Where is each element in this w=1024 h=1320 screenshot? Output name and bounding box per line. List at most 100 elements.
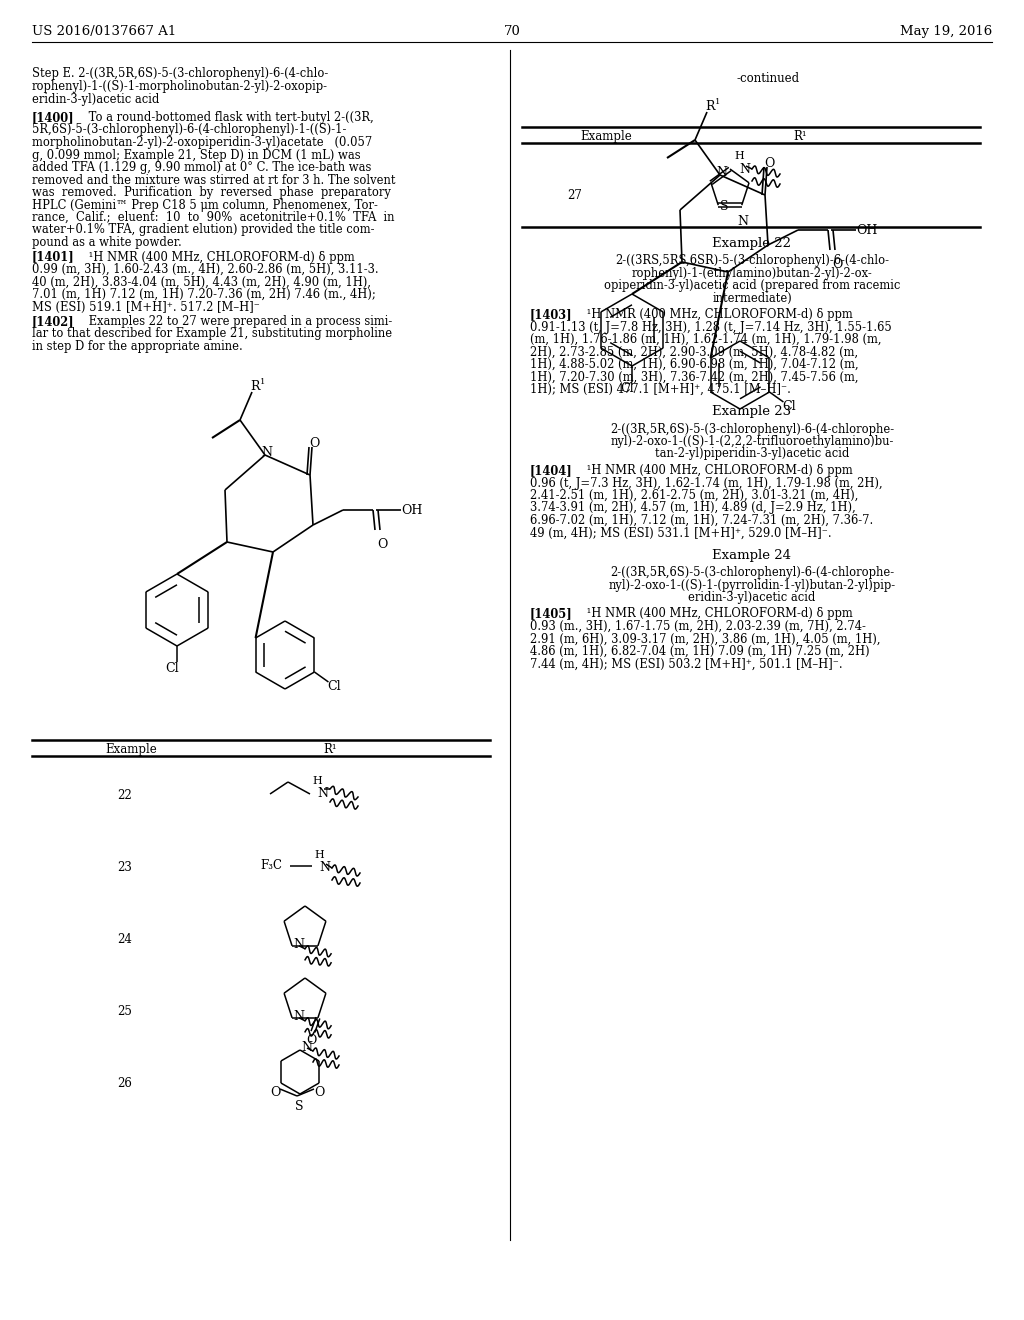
Text: Cl: Cl — [328, 680, 341, 693]
Text: 25: 25 — [118, 1005, 132, 1018]
Text: water+0.1% TFA, gradient elution) provided the title com-: water+0.1% TFA, gradient elution) provid… — [32, 223, 375, 236]
Text: in step D for the appropriate amine.: in step D for the appropriate amine. — [32, 341, 243, 352]
Text: 1: 1 — [715, 98, 720, 106]
Text: was  removed.  Purification  by  reversed  phase  preparatory: was removed. Purification by reversed ph… — [32, 186, 391, 199]
Text: Cl: Cl — [782, 400, 796, 413]
Text: eridin-3-yl)acetic acid: eridin-3-yl)acetic acid — [32, 92, 160, 106]
Text: 3.74-3.91 (m, 2H), 4.57 (m, 1H), 4.89 (d, J=2.9 Hz, 1H),: 3.74-3.91 (m, 2H), 4.57 (m, 1H), 4.89 (d… — [530, 502, 856, 515]
Text: O: O — [764, 157, 774, 170]
Text: Step E. 2-((3R,5R,6S)-5-(3-chlorophenyl)-6-(4-chlo-: Step E. 2-((3R,5R,6S)-5-(3-chlorophenyl)… — [32, 67, 329, 81]
Text: 7.01 (m, 1H) 7.12 (m, 1H) 7.20-7.36 (m, 2H) 7.46 (m., 4H);: 7.01 (m, 1H) 7.12 (m, 1H) 7.20-7.36 (m, … — [32, 288, 376, 301]
Text: -continued: -continued — [736, 73, 800, 84]
Text: S: S — [720, 201, 729, 214]
Text: removed and the mixture was stirred at rt for 3 h. The solvent: removed and the mixture was stirred at r… — [32, 173, 395, 186]
Text: opiperidin-3-yl)acetic acid (prepared from racemic: opiperidin-3-yl)acetic acid (prepared fr… — [604, 279, 900, 292]
Text: 1H), 4.88-5.02 (m, 1H), 6.90-6.98 (m, 1H), 7.04-7.12 (m,: 1H), 4.88-5.02 (m, 1H), 6.90-6.98 (m, 1H… — [530, 358, 859, 371]
Text: 40 (m, 2H), 3.83-4.04 (m, 5H), 4.43 (m, 2H), 4.90 (m, 1H),: 40 (m, 2H), 3.83-4.04 (m, 5H), 4.43 (m, … — [32, 276, 371, 289]
Text: OH: OH — [856, 224, 878, 238]
Text: N: N — [716, 166, 727, 180]
Text: 1H), 7.20-7.30 (m, 3H), 7.36-7.42 (m, 2H), 7.45-7.56 (m,: 1H), 7.20-7.30 (m, 3H), 7.36-7.42 (m, 2H… — [530, 371, 858, 384]
Text: 1H); MS (ESI) 477.1 [M+H]⁺, 475.1 [M–H]⁻.: 1H); MS (ESI) 477.1 [M+H]⁺, 475.1 [M–H]⁻… — [530, 383, 791, 396]
Text: 23: 23 — [118, 861, 132, 874]
Text: [1401]: [1401] — [32, 251, 75, 264]
Text: O: O — [377, 539, 387, 550]
Text: S: S — [295, 1100, 303, 1113]
Text: HPLC (Gemini™ Prep C18 5 μm column, Phenomenex, Tor-: HPLC (Gemini™ Prep C18 5 μm column, Phen… — [32, 198, 378, 211]
Text: N: N — [293, 937, 304, 950]
Text: 26: 26 — [118, 1077, 132, 1090]
Text: ¹H NMR (400 MHz, CHLOROFORM-d) δ ppm: ¹H NMR (400 MHz, CHLOROFORM-d) δ ppm — [583, 465, 853, 477]
Text: rance,  Calif.;  eluent:  10  to  90%  acetonitrile+0.1%  TFA  in: rance, Calif.; eluent: 10 to 90% acetoni… — [32, 211, 394, 224]
Text: Example 22: Example 22 — [713, 238, 792, 249]
Text: N: N — [319, 861, 330, 874]
Text: 0.93 (m., 3H), 1.67-1.75 (m, 2H), 2.03-2.39 (m, 7H), 2.74-: 0.93 (m., 3H), 1.67-1.75 (m, 2H), 2.03-2… — [530, 620, 866, 634]
Text: eridin-3-yl)acetic acid: eridin-3-yl)acetic acid — [688, 591, 816, 605]
Text: pound as a white powder.: pound as a white powder. — [32, 236, 181, 249]
Text: H: H — [312, 776, 322, 785]
Text: 0.96 (t, J=7.3 Hz, 3H), 1.62-1.74 (m, 1H), 1.79-1.98 (m, 2H),: 0.96 (t, J=7.3 Hz, 3H), 1.62-1.74 (m, 1H… — [530, 477, 883, 490]
Text: [1404]: [1404] — [530, 465, 572, 477]
Text: R¹: R¹ — [794, 129, 807, 143]
Text: R: R — [705, 100, 715, 114]
Text: OH: OH — [401, 504, 422, 517]
Text: N: N — [301, 1041, 312, 1053]
Text: rophenyl)-1-(ethylamino)butan-2-yl)-2-ox-: rophenyl)-1-(ethylamino)butan-2-yl)-2-ox… — [632, 267, 872, 280]
Text: N: N — [293, 1010, 304, 1023]
Text: Example 24: Example 24 — [713, 549, 792, 562]
Text: ¹H NMR (400 MHz, CHLOROFORM-d) δ ppm: ¹H NMR (400 MHz, CHLOROFORM-d) δ ppm — [583, 607, 853, 620]
Text: R¹: R¹ — [324, 743, 337, 756]
Text: 5R,6S)-5-(3-chlorophenyl)-6-(4-chlorophenyl)-1-((S)-1-: 5R,6S)-5-(3-chlorophenyl)-6-(4-chlorophe… — [32, 124, 346, 136]
Text: 0.99 (m, 3H), 1.60-2.43 (m., 4H), 2.60-2.86 (m, 5H), 3.11-3.: 0.99 (m, 3H), 1.60-2.43 (m., 4H), 2.60-2… — [32, 263, 379, 276]
Text: 2-((3RS,5RS,6SR)-5-(3-chlorophenyl)-6-(4-chlo-: 2-((3RS,5RS,6SR)-5-(3-chlorophenyl)-6-(4… — [615, 253, 889, 267]
Text: 27: 27 — [567, 189, 583, 202]
Text: ¹H NMR (400 MHz, CHLOROFORM-d) δ ppm: ¹H NMR (400 MHz, CHLOROFORM-d) δ ppm — [583, 308, 853, 321]
Text: 6.96-7.02 (m, 1H), 7.12 (m, 1H), 7.24-7.31 (m, 2H), 7.36-7.: 6.96-7.02 (m, 1H), 7.12 (m, 1H), 7.24-7.… — [530, 513, 873, 527]
Text: R: R — [250, 380, 259, 393]
Text: Examples 22 to 27 were prepared in a process simi-: Examples 22 to 27 were prepared in a pro… — [85, 315, 392, 327]
Text: N: N — [737, 215, 749, 228]
Text: O: O — [831, 257, 843, 271]
Text: N: N — [261, 446, 272, 459]
Text: O: O — [270, 1086, 281, 1100]
Text: intermediate): intermediate) — [712, 292, 792, 305]
Text: nyl)-2-oxo-1-((S)-1-(2,2,2-trifluoroethylamino)bu-: nyl)-2-oxo-1-((S)-1-(2,2,2-trifluoroethy… — [610, 436, 894, 447]
Text: N: N — [739, 162, 750, 176]
Text: tan-2-yl)piperidin-3-yl)acetic acid: tan-2-yl)piperidin-3-yl)acetic acid — [654, 447, 849, 461]
Text: 24: 24 — [118, 933, 132, 946]
Text: 2-((3R,5R,6S)-5-(3-chlorophenyl)-6-(4-chlorophe-: 2-((3R,5R,6S)-5-(3-chlorophenyl)-6-(4-ch… — [610, 422, 894, 436]
Text: (m, 1H), 1.76-1.86 (m, 1H), 1.62-1.74 (m, 1H), 1.79-1.98 (m,: (m, 1H), 1.76-1.86 (m, 1H), 1.62-1.74 (m… — [530, 333, 882, 346]
Text: 4.86 (m, 1H), 6.82-7.04 (m, 1H) 7.09 (m, 1H) 7.25 (m, 2H): 4.86 (m, 1H), 6.82-7.04 (m, 1H) 7.09 (m,… — [530, 645, 869, 657]
Text: lar to that described for Example 21, substituting morpholine: lar to that described for Example 21, su… — [32, 327, 392, 341]
Text: 70: 70 — [504, 25, 520, 38]
Text: 22: 22 — [118, 789, 132, 803]
Text: H: H — [314, 850, 324, 861]
Text: g, 0.099 mmol; Example 21, Step D) in DCM (1 mL) was: g, 0.099 mmol; Example 21, Step D) in DC… — [32, 149, 360, 161]
Text: Example: Example — [105, 743, 157, 756]
Text: Example: Example — [580, 129, 632, 143]
Text: [1402]: [1402] — [32, 315, 75, 327]
Text: 2H), 2.73-2.85 (m, 2H), 2.90-3.09 (m, 5H), 4.78-4.82 (m,: 2H), 2.73-2.85 (m, 2H), 2.90-3.09 (m, 5H… — [530, 346, 858, 359]
Text: O: O — [306, 1034, 316, 1047]
Text: Example 23: Example 23 — [713, 405, 792, 418]
Text: [1400]: [1400] — [32, 111, 75, 124]
Text: N: N — [317, 787, 328, 800]
Text: 7.44 (m, 4H); MS (ESI) 503.2 [M+H]⁺, 501.1 [M–H]⁻.: 7.44 (m, 4H); MS (ESI) 503.2 [M+H]⁺, 501… — [530, 657, 843, 671]
Text: O: O — [314, 1086, 325, 1100]
Text: rophenyl)-1-((S)-1-morpholinobutan-2-yl)-2-oxopip-: rophenyl)-1-((S)-1-morpholinobutan-2-yl)… — [32, 81, 328, 92]
Text: 2.91 (m, 6H), 3.09-3.17 (m, 2H), 3.86 (m, 1H), 4.05 (m, 1H),: 2.91 (m, 6H), 3.09-3.17 (m, 2H), 3.86 (m… — [530, 632, 881, 645]
Text: ¹H NMR (400 MHz, CHLOROFORM-d) δ ppm: ¹H NMR (400 MHz, CHLOROFORM-d) δ ppm — [85, 251, 354, 264]
Text: nyl)-2-oxo-1-((S)-1-(pyrrolidin-1-yl)butan-2-yl)pip-: nyl)-2-oxo-1-((S)-1-(pyrrolidin-1-yl)but… — [608, 578, 896, 591]
Text: 49 (m, 4H); MS (ESI) 531.1 [M+H]⁺, 529.0 [M–H]⁻.: 49 (m, 4H); MS (ESI) 531.1 [M+H]⁺, 529.0… — [530, 527, 831, 540]
Text: [1405]: [1405] — [530, 607, 572, 620]
Text: Cl: Cl — [165, 663, 178, 675]
Text: 1: 1 — [260, 378, 265, 385]
Text: MS (ESI) 519.1 [M+H]⁺. 517.2 [M–H]⁻: MS (ESI) 519.1 [M+H]⁺. 517.2 [M–H]⁻ — [32, 301, 260, 314]
Text: [1403]: [1403] — [530, 308, 572, 321]
Text: H: H — [734, 150, 743, 161]
Text: O: O — [309, 437, 319, 450]
Text: added TFA (1.129 g, 9.90 mmol) at 0° C. The ice-bath was: added TFA (1.129 g, 9.90 mmol) at 0° C. … — [32, 161, 372, 174]
Text: Cl: Cl — [620, 381, 634, 395]
Text: 0.91-1.13 (t, J=7.8 Hz, 3H), 1.28 (t, J=7.14 Hz, 3H), 1.55-1.65: 0.91-1.13 (t, J=7.8 Hz, 3H), 1.28 (t, J=… — [530, 321, 892, 334]
Text: May 19, 2016: May 19, 2016 — [900, 25, 992, 38]
Text: 2-((3R,5R,6S)-5-(3-chlorophenyl)-6-(4-chlorophe-: 2-((3R,5R,6S)-5-(3-chlorophenyl)-6-(4-ch… — [610, 566, 894, 579]
